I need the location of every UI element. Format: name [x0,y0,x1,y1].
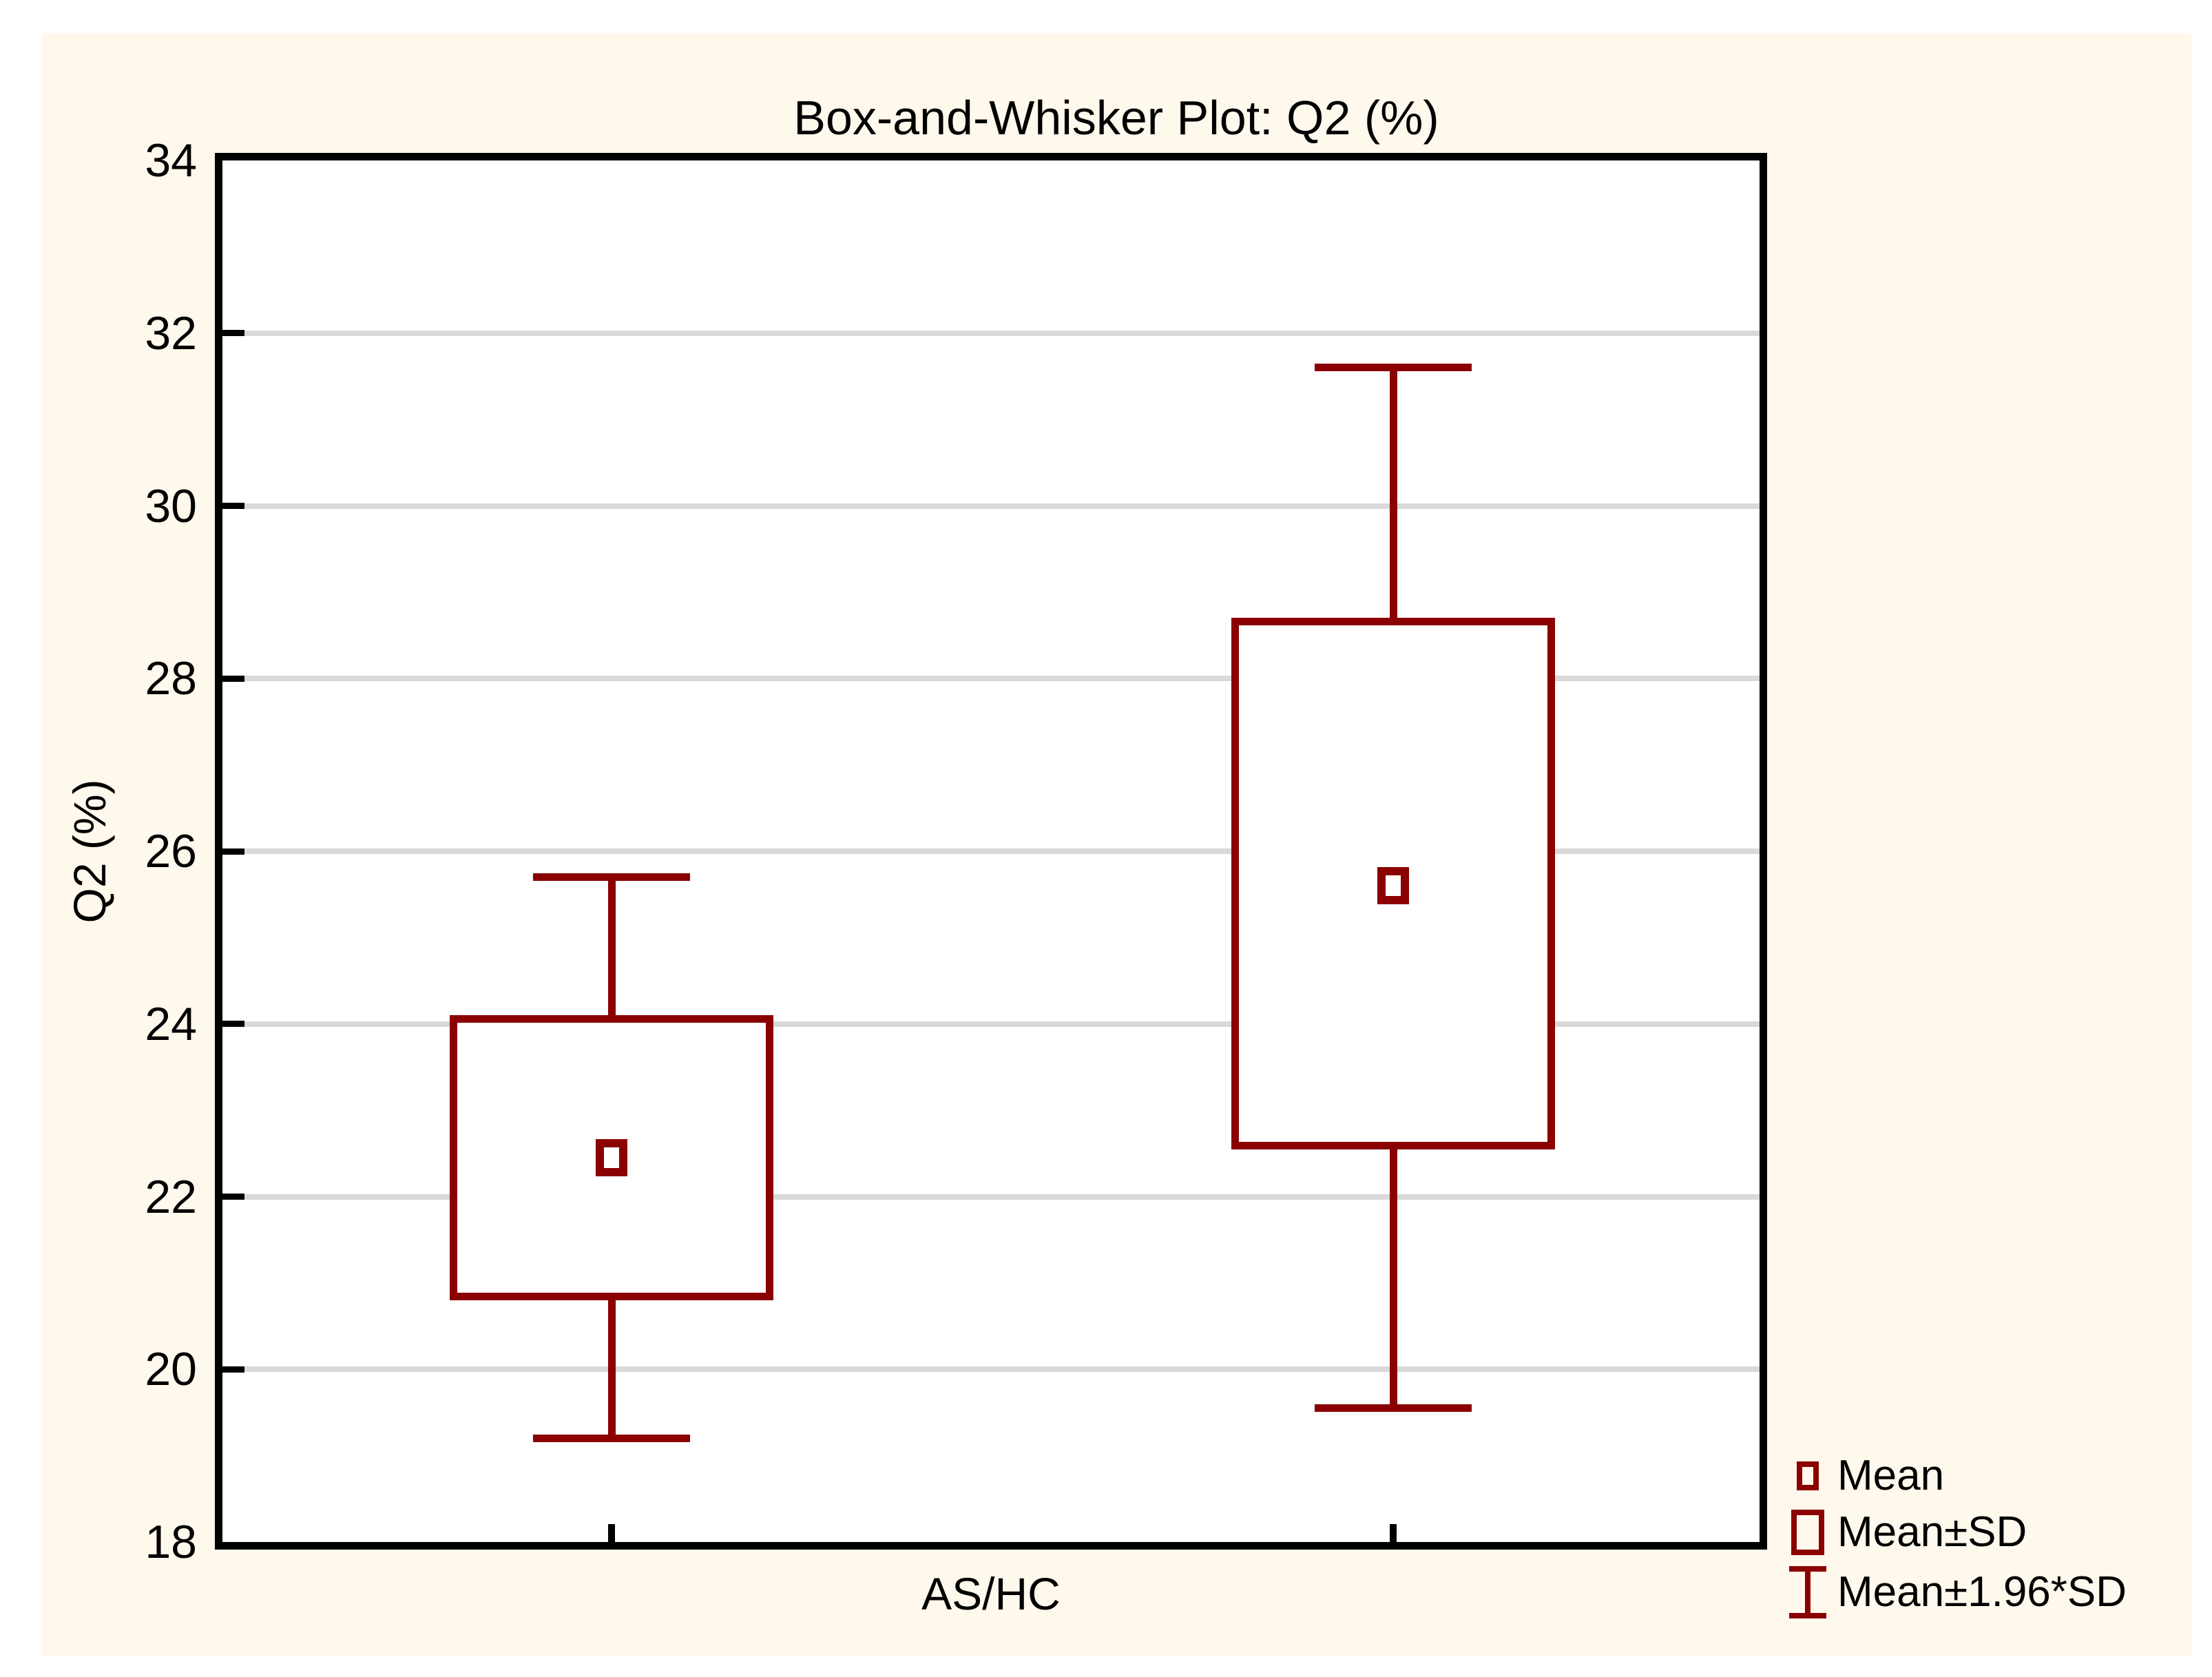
legend-row: Mean [1785,1453,2127,1499]
gridline [222,503,1760,509]
chart-title: Box-and-Whisker Plot: Q2 (%) [793,91,1439,145]
y-tick-mark [222,330,244,337]
box-group-left-whisker-cap-bottom [533,1435,690,1443]
box-group-left-whisker-cap-top [533,873,690,882]
legend-label: Mean±SD [1837,1508,2027,1556]
y-tick-label: 20 [145,1343,197,1396]
x-tick-mark [608,1524,615,1542]
x-axis-title: AS/HC [921,1568,1061,1619]
box-group-right-whisker-cap-bottom [1315,1404,1472,1413]
whisker-icon-cap-top [1789,1566,1826,1572]
mean-square-icon [1797,1461,1819,1490]
y-tick-mark [222,1021,244,1028]
chart-canvas: Box-and-Whisker Plot: Q2 (%) Q2 (%) 18 20… [41,33,2191,1656]
legend-row: Mean±1.96*SD [1785,1566,2127,1618]
box-group-left-mean-marker [596,1139,627,1177]
gridline [222,330,1760,336]
gridline [222,848,1760,854]
y-tick-mark [222,675,244,682]
gridline [222,1021,1760,1027]
gridline [222,676,1760,682]
y-tick-mark [222,1366,244,1373]
box-group-right-whisker-cap-top [1315,364,1472,372]
sd-box-icon [1791,1510,1824,1555]
plot-area [215,153,1767,1550]
y-tick-mark [222,848,244,855]
legend-icon-cell [1785,1461,1830,1490]
whisker-icon-cap-bottom [1789,1613,1826,1618]
box-group-right-mean-marker [1377,867,1409,905]
y-tick-label: 22 [145,1170,197,1223]
legend-label: Mean [1837,1452,1945,1499]
y-tick-label: 32 [145,306,197,360]
whisker-icon-stem [1805,1566,1811,1618]
y-tick-label: 24 [145,997,197,1050]
y-tick-label: 34 [145,134,197,187]
whisker-icon [1789,1566,1826,1618]
y-tick-mark [222,1194,244,1200]
legend-icon-cell [1785,1510,1830,1555]
y-tick-label: 28 [145,652,197,705]
gridline [222,1194,1760,1200]
y-tick-label: 30 [145,479,197,532]
y-tick-label: 26 [145,825,197,877]
gridline [222,1366,1760,1373]
y-tick-label: 18 [145,1516,197,1568]
legend-row: Mean±SD [1785,1510,2127,1555]
legend-label: Mean±1.96*SD [1837,1568,2127,1616]
legend: Mean Mean±SD Mean±1.96*SD [1785,1453,2127,1629]
legend-icon-cell [1785,1566,1830,1618]
x-tick-mark [1390,1524,1397,1542]
y-tick-mark [222,503,244,509]
